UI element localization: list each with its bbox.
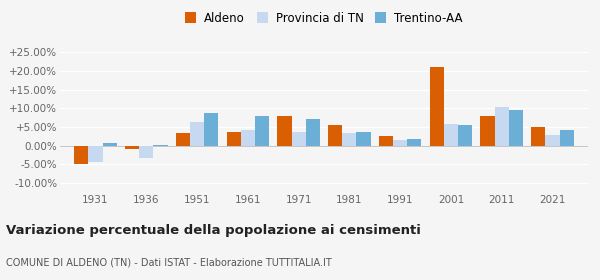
Bar — [481, 116, 494, 146]
Bar — [190, 122, 204, 146]
Bar — [241, 130, 255, 146]
Bar — [560, 130, 574, 146]
Bar — [356, 132, 371, 146]
Bar — [292, 132, 306, 146]
Bar — [139, 146, 154, 158]
Bar — [407, 139, 421, 146]
Bar — [306, 120, 320, 146]
Legend: Aldeno, Provincia di TN, Trentino-AA: Aldeno, Provincia di TN, Trentino-AA — [181, 7, 467, 29]
Text: COMUNE DI ALDENO (TN) - Dati ISTAT - Elaborazione TUTTITALIA.IT: COMUNE DI ALDENO (TN) - Dati ISTAT - Ela… — [6, 258, 332, 268]
Bar — [88, 146, 103, 162]
Text: Variazione percentuale della popolazione ai censimenti: Variazione percentuale della popolazione… — [6, 224, 421, 237]
Bar — [430, 67, 444, 146]
Bar — [342, 133, 356, 146]
Bar — [176, 132, 190, 146]
Bar — [227, 132, 241, 146]
Bar — [393, 140, 407, 146]
Bar — [103, 143, 117, 146]
Bar — [458, 125, 472, 146]
Bar — [255, 116, 269, 146]
Bar — [509, 110, 523, 146]
Bar — [531, 127, 545, 146]
Bar — [379, 136, 393, 146]
Bar — [125, 146, 139, 149]
Bar — [545, 135, 560, 146]
Bar — [204, 113, 218, 146]
Bar — [154, 145, 167, 146]
Bar — [494, 107, 509, 146]
Bar — [277, 116, 292, 146]
Bar — [74, 146, 88, 164]
Bar — [444, 124, 458, 146]
Bar — [328, 125, 342, 146]
